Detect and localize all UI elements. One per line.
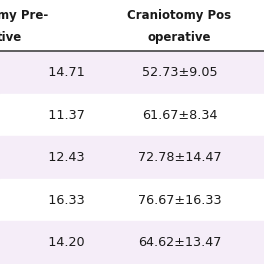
- Text: 61.67±8.34: 61.67±8.34: [142, 109, 217, 122]
- Text: my Pre-: my Pre-: [0, 9, 49, 22]
- Text: 12.43: 12.43: [32, 151, 84, 164]
- Text: 16.33: 16.33: [32, 194, 84, 207]
- Text: operative: operative: [148, 31, 211, 44]
- Text: 14.71: 14.71: [32, 66, 84, 79]
- Bar: [0, 221, 264, 264]
- Text: tive: tive: [0, 31, 23, 44]
- Bar: [0, 94, 264, 136]
- Text: 52.73±9.05: 52.73±9.05: [142, 66, 217, 79]
- Bar: [0, 51, 264, 94]
- Bar: [0, 0, 264, 51]
- Bar: [0, 179, 264, 221]
- Text: 76.67±16.33: 76.67±16.33: [138, 194, 221, 207]
- Text: 14.20: 14.20: [32, 236, 84, 249]
- Text: 64.62±13.47: 64.62±13.47: [138, 236, 221, 249]
- Text: 72.78±14.47: 72.78±14.47: [138, 151, 221, 164]
- Text: Craniotomy Pos: Craniotomy Pos: [128, 9, 232, 22]
- Text: 11.37: 11.37: [32, 109, 84, 122]
- Bar: [0, 136, 264, 179]
